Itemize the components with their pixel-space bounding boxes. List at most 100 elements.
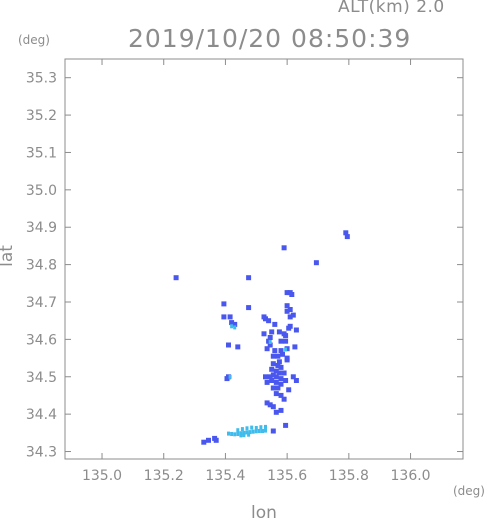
echo-point-blue xyxy=(264,400,270,406)
echo-point-blue xyxy=(272,321,278,327)
echo-point-blue xyxy=(264,346,270,352)
echo-point-cyan xyxy=(248,430,252,435)
echo-point-blue xyxy=(213,437,219,443)
echo-point-blue xyxy=(286,325,292,331)
echo-point-blue xyxy=(290,374,296,380)
echo-point-blue xyxy=(224,376,230,382)
y-tick-label: 34.5 xyxy=(26,370,57,386)
echo-point-blue xyxy=(269,329,275,335)
echo-point-cyan xyxy=(239,431,243,436)
x-axis-unit: (deg) xyxy=(453,484,485,498)
altitude-label: ALT(km) 2.0 xyxy=(338,0,445,17)
echo-point-blue xyxy=(344,234,350,240)
data-points xyxy=(173,230,350,445)
echo-point-blue xyxy=(270,428,276,434)
echo-point-cyan xyxy=(233,432,237,437)
echo-point-blue xyxy=(313,260,319,266)
y-tick-label: 34.8 xyxy=(26,258,57,274)
echo-point-blue xyxy=(275,385,281,391)
echo-point-cyan xyxy=(242,430,246,435)
echo-point-blue xyxy=(201,439,207,445)
echo-point-blue xyxy=(221,314,227,320)
echo-point-blue xyxy=(264,379,270,385)
echo-point-cyan xyxy=(284,347,288,352)
echo-point-blue xyxy=(278,348,284,354)
echo-point-blue xyxy=(229,320,235,326)
echo-point-blue xyxy=(270,372,276,378)
y-tick-label: 35.0 xyxy=(26,183,57,199)
echo-point-blue xyxy=(263,316,268,322)
echo-point-cyan xyxy=(264,428,267,433)
echo-point-blue xyxy=(270,361,276,367)
echo-point-blue xyxy=(246,275,252,281)
echo-point-blue xyxy=(284,308,290,314)
echo-point-cyan xyxy=(236,432,240,436)
x-tick-label: 135.0 xyxy=(82,468,122,484)
echo-point-blue xyxy=(278,364,284,370)
echo-point-blue xyxy=(287,307,293,312)
echo-point-blue xyxy=(273,374,279,380)
echo-point-blue xyxy=(281,396,287,402)
echo-point-blue xyxy=(263,374,268,380)
echo-point-cyan xyxy=(247,432,251,437)
echo-point-cyan xyxy=(230,432,234,436)
echo-point-cyan xyxy=(264,424,267,429)
echo-point-cyan xyxy=(233,325,237,330)
echo-point-blue xyxy=(272,348,278,354)
echo-point-cyan xyxy=(268,340,272,344)
echo-point-cyan xyxy=(245,430,249,435)
y-tick-label: 35.1 xyxy=(26,145,57,161)
echo-point-blue xyxy=(284,355,290,361)
echo-point-blue xyxy=(343,230,349,236)
echo-point-blue xyxy=(273,368,279,374)
echo-point-blue xyxy=(281,245,287,251)
echo-point-cyan xyxy=(254,429,258,434)
axis-ticks: 135.0 135.2 135.4 135.6 135.8 136.0 34.3 34.4 34… xyxy=(26,59,463,484)
y-tick-label: 34.6 xyxy=(26,332,57,348)
echo-point-blue xyxy=(266,318,272,324)
echo-point-blue xyxy=(280,351,285,357)
plot-frame xyxy=(64,58,464,460)
echo-point-blue xyxy=(270,404,276,410)
echo-point-blue xyxy=(281,370,287,376)
echo-point-blue xyxy=(290,312,296,318)
echo-point-cyan xyxy=(242,433,246,438)
echo-point-blue xyxy=(261,331,267,337)
echo-point-cyan xyxy=(259,425,263,430)
echo-point-blue xyxy=(266,338,272,344)
echo-point-cyan xyxy=(254,426,258,430)
echo-point-blue xyxy=(273,391,279,397)
echo-point-cyan xyxy=(251,429,255,434)
echo-point-blue xyxy=(232,321,238,327)
echo-point-blue xyxy=(287,314,293,320)
echo-point-cyan xyxy=(250,425,254,430)
timestamp-title: 2019/10/20 08:50:39 xyxy=(128,24,412,53)
echo-point-blue xyxy=(278,381,284,387)
echo-point-blue xyxy=(267,374,273,380)
echo-point-blue xyxy=(226,342,231,348)
echo-point-blue xyxy=(293,378,299,383)
x-tick-label: 135.6 xyxy=(267,468,307,484)
echo-point-cyan xyxy=(239,433,243,438)
echo-point-cyan xyxy=(240,427,244,432)
echo-point-blue xyxy=(278,338,284,344)
echo-point-blue xyxy=(273,409,279,415)
echo-point-blue xyxy=(278,407,284,413)
echo-point-cyan xyxy=(228,374,232,379)
y-tick-label: 35.3 xyxy=(26,71,57,87)
echo-point-blue xyxy=(227,314,233,320)
echo-point-blue xyxy=(283,333,289,339)
echo-point-cyan xyxy=(227,431,230,436)
echo-point-blue xyxy=(246,305,252,311)
echo-point-cyan xyxy=(245,426,249,431)
y-tick-label: 34.9 xyxy=(26,220,57,236)
y-axis-unit: (deg) xyxy=(18,33,50,47)
y-tick-label: 34.4 xyxy=(26,407,57,423)
echo-point-blue xyxy=(267,402,273,408)
echo-point-cyan xyxy=(261,429,264,433)
echo-point-cyan xyxy=(230,324,234,329)
echo-point-blue xyxy=(289,292,295,297)
echo-point-blue xyxy=(269,366,275,372)
y-tick-label: 35.2 xyxy=(26,108,57,124)
